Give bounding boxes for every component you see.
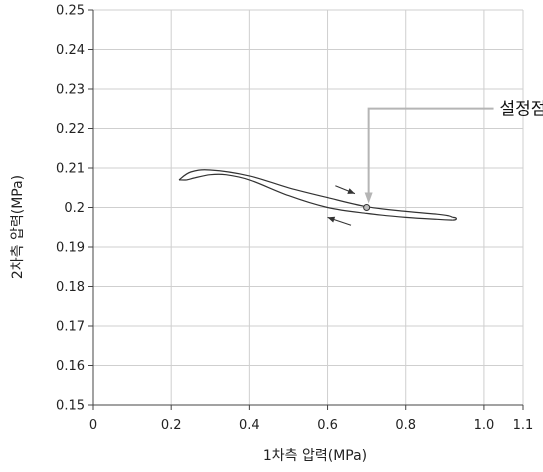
direction-arrow-head bbox=[347, 188, 355, 194]
x-axis-title: 1차측 압력(MPa) bbox=[263, 448, 367, 464]
y-tick-label: 0.18 bbox=[56, 280, 85, 295]
loop-end-cap bbox=[452, 216, 457, 221]
direction-arrow-head bbox=[327, 216, 336, 223]
y-tick-label: 0.21 bbox=[56, 162, 85, 177]
grid bbox=[93, 9, 524, 405]
y-tick-label: 0.15 bbox=[56, 399, 85, 414]
y-tick-label: 0.16 bbox=[56, 359, 85, 374]
y-tick-label: 0.23 bbox=[56, 83, 85, 98]
y-tick-label: 0.25 bbox=[56, 4, 85, 19]
tick-labels: 0 0.2 0.4 0.6 0.8 1.0 1.1 0.15 0.16 0.17 0.18 0.19 0… bbox=[56, 4, 533, 434]
x-tick-label: 1.1 bbox=[513, 418, 534, 433]
x-tick-label: 0 bbox=[89, 418, 97, 433]
y-tick-label: 0.2 bbox=[64, 201, 85, 216]
series-1-line bbox=[178, 169, 453, 218]
x-tick-label: 1.0 bbox=[474, 418, 495, 433]
x-tick-label: 0.4 bbox=[239, 418, 260, 433]
y-tick-label: 0.24 bbox=[56, 43, 85, 58]
x-tick-label: 0.6 bbox=[317, 418, 338, 433]
y-tick-label: 0.17 bbox=[56, 320, 85, 335]
series-2-line bbox=[178, 173, 453, 221]
annotation-layer: 설정점 bbox=[327, 100, 543, 226]
series-layer bbox=[178, 169, 457, 221]
setpoint-marker bbox=[363, 204, 371, 211]
y-tick-label: 0.19 bbox=[56, 241, 85, 256]
y-axis-title: 2차측 압력(MPa) bbox=[10, 175, 26, 279]
callout-line bbox=[367, 107, 494, 194]
x-tick-label: 0.8 bbox=[395, 418, 416, 433]
setpoint-label: 설정점 bbox=[500, 100, 543, 120]
axes bbox=[88, 9, 524, 410]
x-tick-label: 0.2 bbox=[161, 418, 182, 433]
callout-arrowhead bbox=[364, 192, 373, 204]
y-tick-label: 0.22 bbox=[56, 122, 85, 137]
